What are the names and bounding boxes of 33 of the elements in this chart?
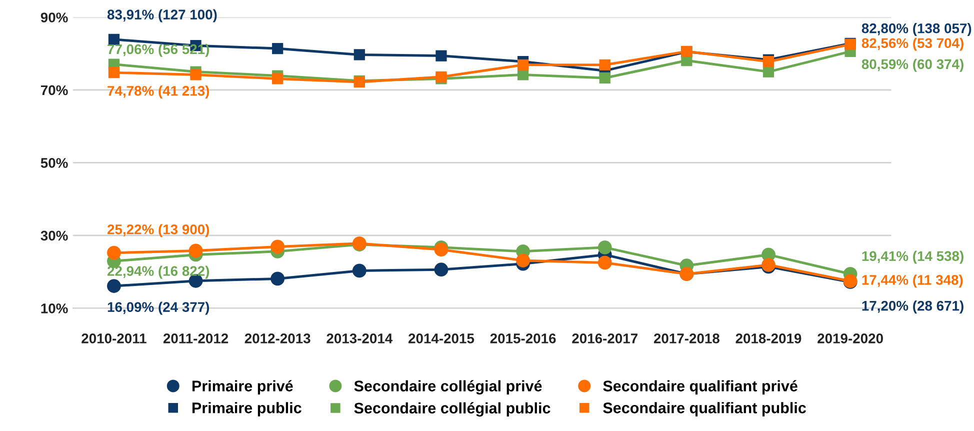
annotation: 80,59% (60 374) bbox=[862, 58, 964, 72]
annotation: 74,78% (41 213) bbox=[108, 86, 210, 99]
x-tick-label: 2017-2018 bbox=[654, 334, 720, 344]
legend-label: Secondaire qualifiant privé bbox=[603, 380, 798, 394]
annotation: 16,09% (24 377) bbox=[108, 302, 210, 315]
annotation: 19,41% (14 538) bbox=[862, 250, 964, 264]
annotation: 22,94% (16 822) bbox=[107, 266, 210, 279]
y-tick-label: 70% bbox=[40, 85, 68, 96]
y-tick-label: 30% bbox=[40, 230, 68, 241]
annotation: 17,20% (28 671) bbox=[862, 300, 964, 314]
annotation: 77,06% (56 521) bbox=[108, 44, 210, 57]
x-tick-label: 2014-2015 bbox=[408, 334, 474, 344]
annotation: 83,91% (127 100) bbox=[107, 9, 217, 22]
annotation: 25,22% (13 900) bbox=[107, 224, 210, 238]
annotation: 17,44% (11 348) bbox=[862, 274, 963, 288]
x-tick-label: 2019-2020 bbox=[818, 334, 883, 344]
legend-label: Secondaire collégial public bbox=[354, 402, 550, 417]
x-tick-label: 2015-2016 bbox=[490, 334, 556, 344]
x-tick-label: 2010-2011 bbox=[82, 334, 146, 344]
y-tick-label: 10% bbox=[41, 304, 68, 314]
x-tick-label: 2011-2012 bbox=[163, 334, 228, 344]
x-tick-label: 2012-2013 bbox=[244, 334, 310, 344]
annotation: 82,56% (53 704) bbox=[862, 38, 964, 51]
x-tick-label: 2018-2019 bbox=[736, 334, 802, 344]
y-tick-label: 50% bbox=[40, 158, 68, 168]
annotation: 82,80% (138 057) bbox=[862, 23, 972, 36]
x-tick-label: 2013-2014 bbox=[326, 334, 393, 344]
legend-label: Secondaire qualifiant public bbox=[603, 402, 806, 416]
legend-label: Primaire privé bbox=[192, 380, 293, 394]
x-tick-label: 2016-2017 bbox=[572, 334, 638, 344]
legend-label: Secondaire collégial privé bbox=[354, 380, 542, 395]
y-tick-label: 90% bbox=[40, 12, 68, 22]
legend-label: Primaire public bbox=[192, 402, 302, 416]
